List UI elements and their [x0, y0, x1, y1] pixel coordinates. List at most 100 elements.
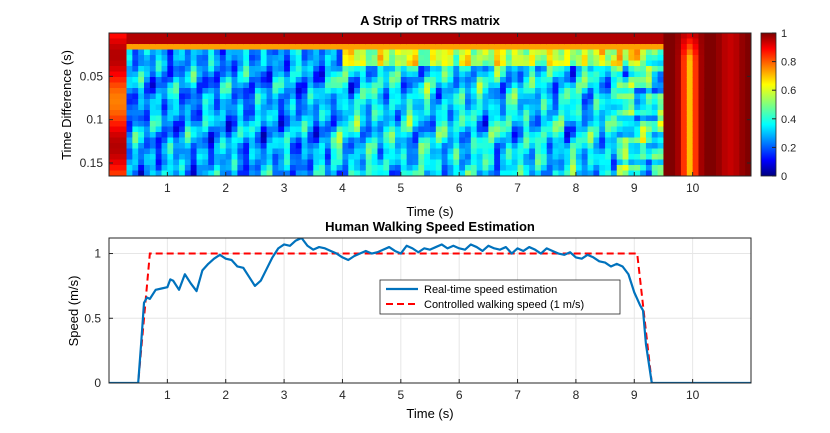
heatmap-cell: [254, 82, 262, 89]
heatmap-cell: [587, 38, 595, 45]
heatmap-cell: [377, 121, 384, 128]
heatmap-cell: [144, 77, 151, 84]
heatmap-cell: [470, 143, 478, 150]
heatmap-cell: [237, 170, 244, 176]
heatmap-cell: [540, 121, 548, 128]
heatmap-cell: [394, 170, 402, 176]
heatmap-cell: [599, 165, 606, 172]
heatmap-cell: [167, 88, 174, 95]
heatmap-cell: [400, 49, 408, 56]
heatmap-cell: [243, 88, 250, 95]
heatmap-cell: [132, 82, 139, 89]
heatmap-cell: [149, 93, 157, 100]
heatmap-cell: [441, 49, 449, 56]
heatmap-cell: [640, 137, 647, 144]
heatmap-cell: [243, 143, 250, 150]
heatmap-cell: [324, 137, 332, 144]
heatmap-cell: [109, 126, 116, 133]
heatmap-cell: [640, 60, 647, 67]
heatmap-cell: [389, 38, 396, 45]
heatmap-cell: [412, 115, 419, 122]
heatmap-y-tick-label: 0.05: [80, 69, 104, 83]
heatmap-cell: [418, 143, 425, 150]
heatmap-cell: [243, 71, 250, 78]
heatmap-cell: [587, 115, 595, 122]
heatmap-cell: [132, 110, 139, 117]
heatmap-cell: [640, 66, 647, 73]
heatmap-cell: [155, 170, 163, 176]
heatmap-cell: [389, 93, 396, 100]
heatmap-cell: [669, 137, 676, 144]
heatmap-cell: [214, 33, 221, 40]
heatmap-cell: [208, 99, 215, 106]
heatmap-cell: [453, 143, 460, 150]
heatmap-cell: [365, 143, 373, 150]
heatmap-cell: [523, 44, 530, 51]
heatmap-cell: [610, 143, 618, 150]
colorbar-tick-label: 1: [781, 28, 787, 40]
heatmap-cell: [669, 55, 676, 62]
heatmap-cell: [365, 82, 373, 89]
heatmap-cell: [616, 55, 624, 62]
heatmap-cell: [354, 126, 361, 133]
heatmap-cell: [675, 115, 682, 122]
heatmap-cell: [126, 38, 133, 45]
heatmap-cell: [593, 49, 600, 56]
heatmap-cell: [640, 33, 647, 40]
heatmap-cell: [605, 33, 612, 40]
heatmap-cell: [243, 77, 250, 84]
heatmap-cell: [535, 170, 542, 176]
heatmap-cell: [184, 159, 192, 166]
heatmap-cell: [593, 71, 600, 78]
heatmap-cell: [173, 126, 180, 133]
heatmap-cell: [289, 77, 297, 84]
heatmap-cell: [430, 159, 437, 166]
heatmap-cell: [470, 154, 478, 161]
heatmap-cell: [564, 55, 571, 62]
heatmap-cell: [120, 44, 128, 51]
heatmap-cell: [465, 71, 472, 78]
heatmap-cell: [354, 93, 361, 100]
heatmap-cell: [628, 99, 635, 106]
heatmap-cell: [552, 126, 559, 133]
heatmap-cell: [686, 165, 694, 172]
heatmap-cell: [476, 104, 484, 111]
heatmap-cell: [132, 159, 139, 166]
heatmap-cell: [225, 71, 233, 78]
heatmap-cell: [540, 66, 548, 73]
heatmap-cell: [254, 93, 262, 100]
heatmap-cell: [465, 49, 472, 56]
heatmap-cell: [225, 77, 233, 84]
heatmap-cell: [622, 93, 630, 100]
heatmap-cell: [208, 93, 215, 100]
heatmap-cell: [219, 66, 227, 73]
heatmap-cell: [307, 71, 314, 78]
heatmap-cell: [745, 143, 751, 150]
heatmap-cell: [219, 121, 227, 128]
heatmap-cell: [231, 121, 238, 128]
heatmap-cell: [564, 165, 571, 172]
heatmap-cell: [120, 154, 128, 161]
heatmap-cell: [459, 165, 466, 172]
heatmap-cell: [634, 71, 641, 78]
heatmap-cell: [324, 132, 332, 139]
heatmap-cell: [447, 99, 454, 106]
heatmap-cell: [605, 44, 612, 51]
heatmap-cell: [149, 121, 157, 128]
heatmap-cell: [184, 115, 192, 122]
heatmap-cell: [295, 33, 303, 40]
heatmap-cell: [190, 110, 198, 117]
heatmap-cell: [430, 99, 437, 106]
heatmap-cell: [441, 66, 449, 73]
heatmap-cell: [622, 66, 630, 73]
heatmap-cell: [669, 170, 676, 176]
heatmap-cell: [581, 38, 589, 45]
heatmap-cell: [418, 115, 425, 122]
heatmap-cell: [616, 71, 624, 78]
heatmap-cell: [692, 82, 700, 89]
heatmap-cell: [628, 104, 635, 111]
heatmap-cell: [330, 33, 338, 40]
heatmap-cell: [441, 148, 449, 155]
heatmap-cell: [184, 110, 192, 117]
heatmap-cell: [488, 165, 495, 172]
